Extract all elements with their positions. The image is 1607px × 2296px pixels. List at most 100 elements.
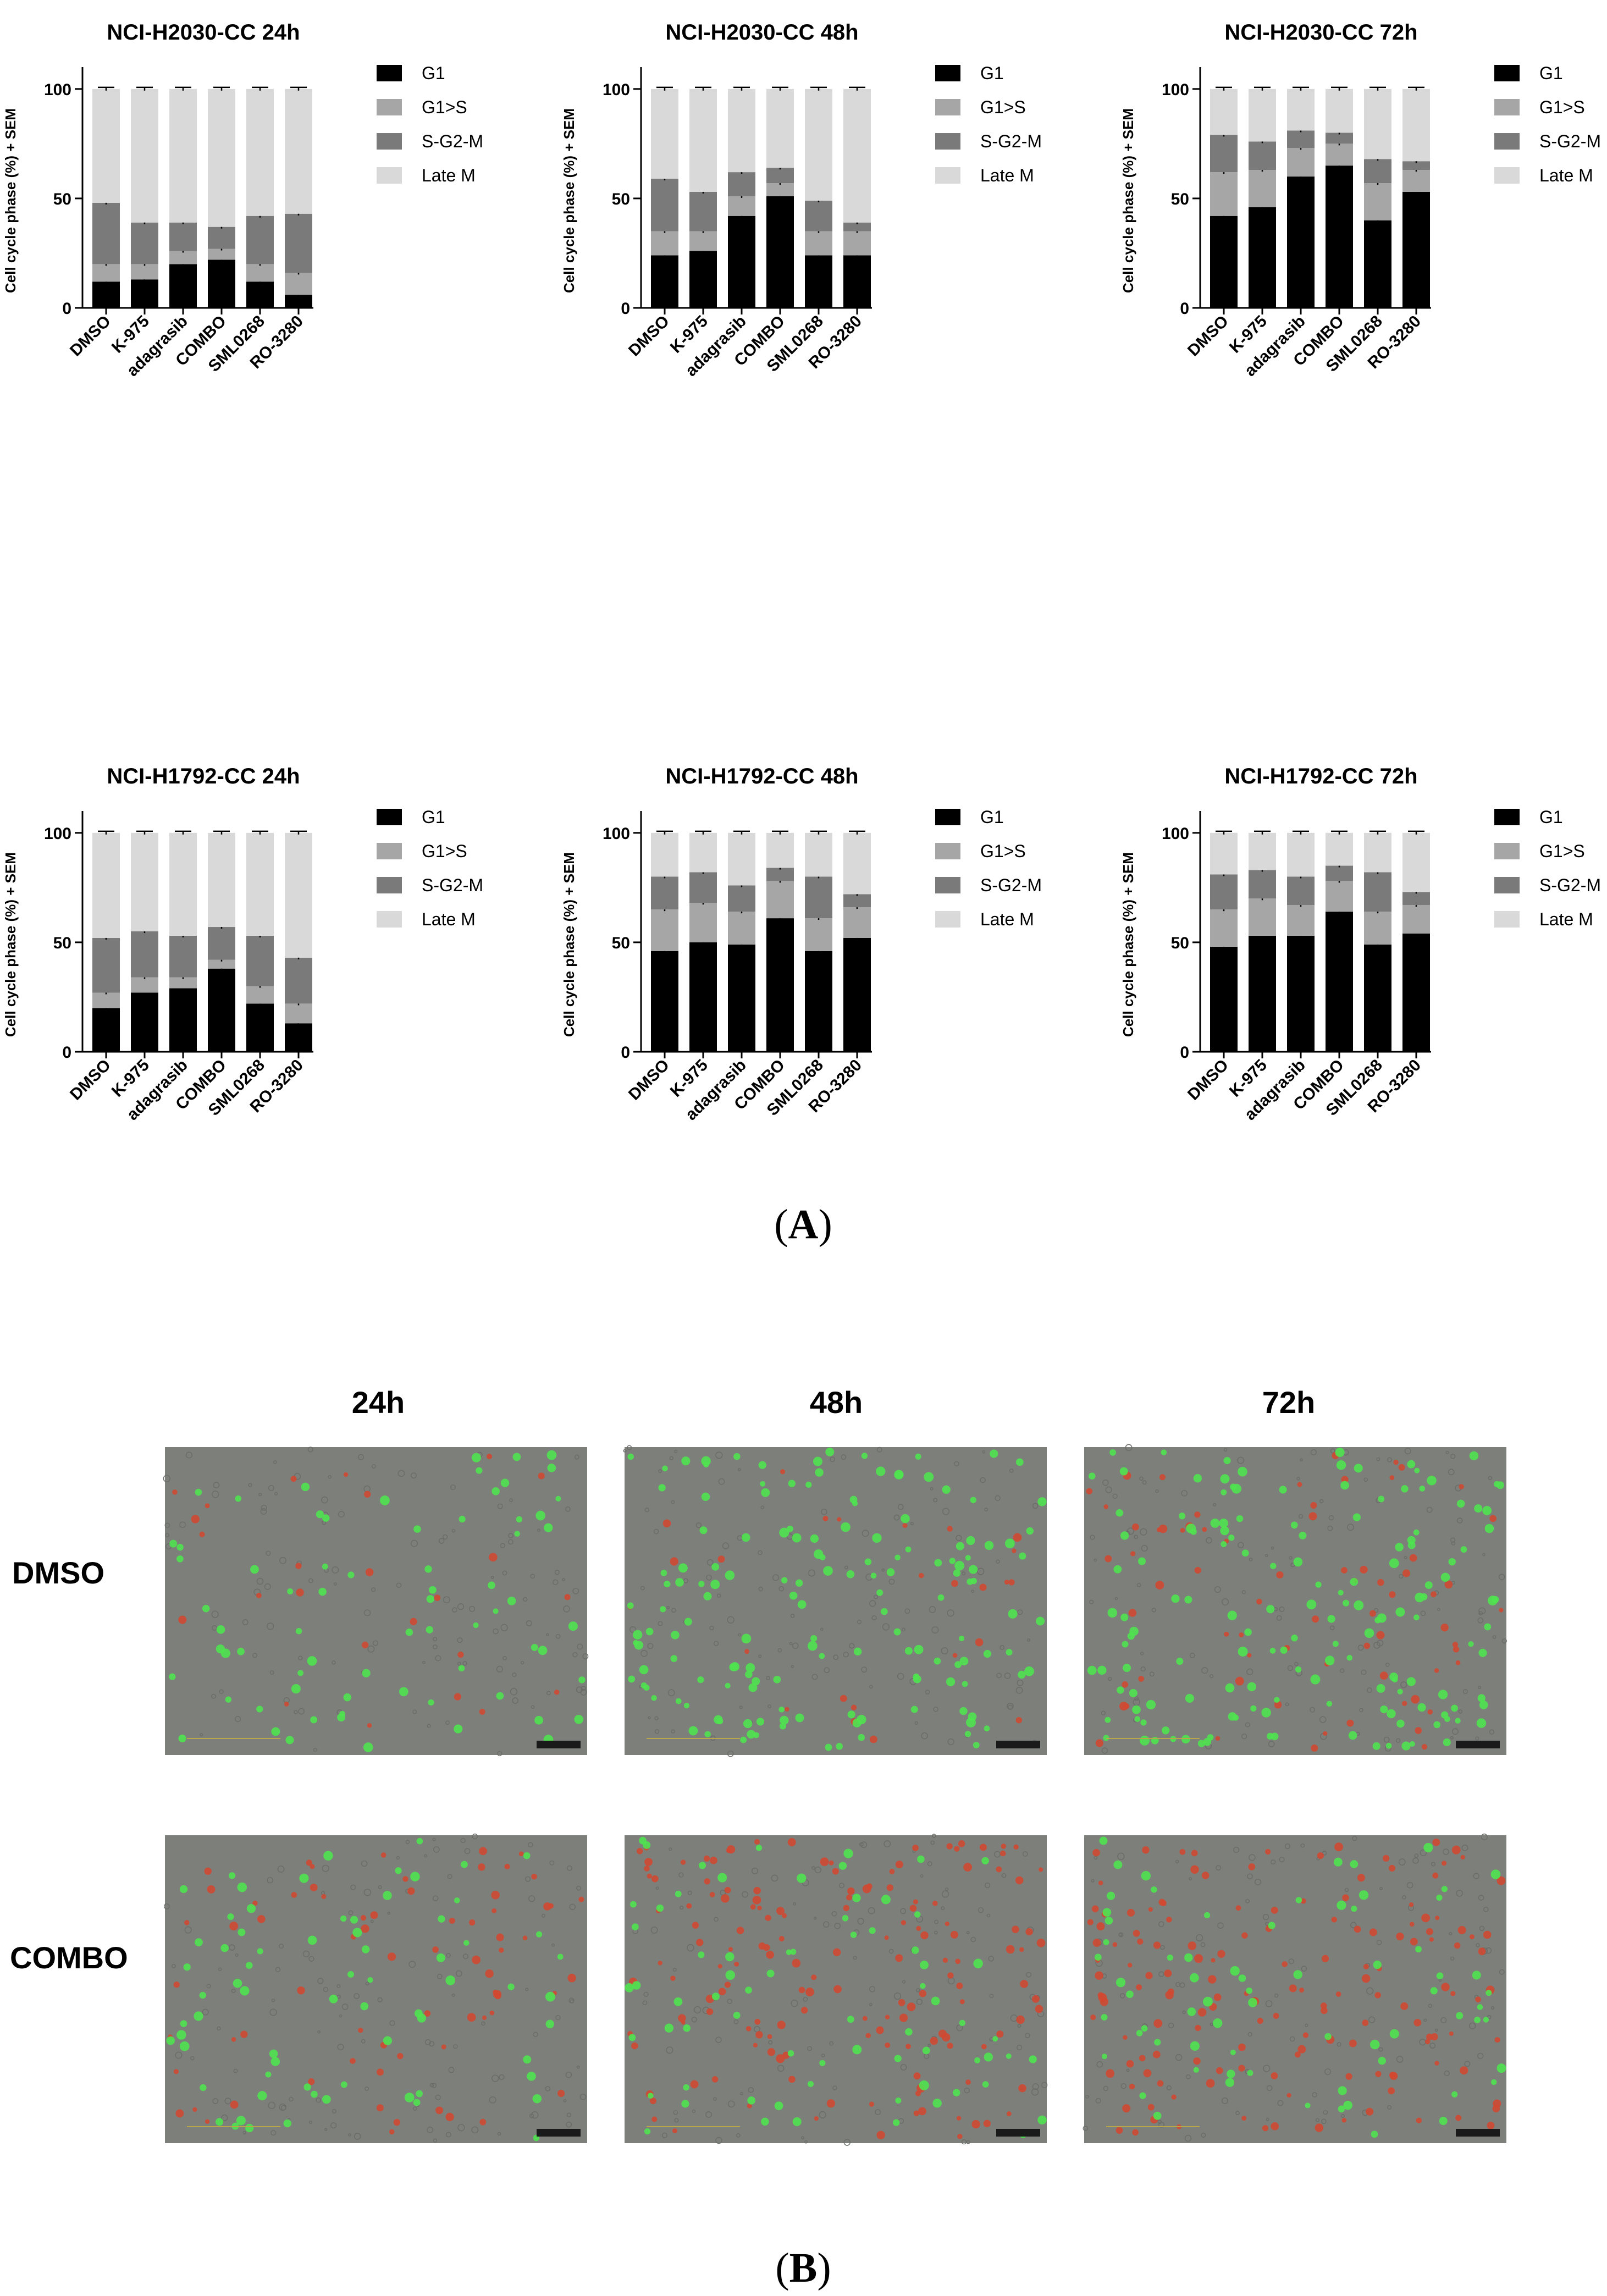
- legend-label: G1: [1539, 63, 1563, 83]
- live-cell: [257, 1948, 263, 1955]
- live-cell: [808, 1641, 818, 1651]
- debris: [184, 1926, 192, 1934]
- debris: [705, 2111, 712, 2118]
- dead-cell: [350, 2058, 356, 2064]
- dead-cell: [832, 1868, 839, 1875]
- bar-segment-g1s: [689, 231, 717, 251]
- dead-cell: [752, 1895, 761, 1905]
- debris: [405, 1840, 410, 1845]
- debris: [661, 2132, 668, 2138]
- live-cell: [574, 1714, 584, 1724]
- debris: [308, 1956, 314, 1962]
- live-cell: [228, 1872, 236, 1879]
- live-cell: [733, 1453, 741, 1460]
- debris: [1319, 1716, 1327, 1723]
- debris: [1101, 1747, 1108, 1754]
- debris: [280, 2105, 286, 2111]
- bar-segment-g1: [843, 255, 871, 308]
- live-cell: [1223, 1457, 1231, 1465]
- debris: [900, 2064, 907, 2071]
- dead-cell: [662, 1519, 671, 1528]
- debris: [497, 2132, 501, 2136]
- live-cell: [628, 1675, 636, 1683]
- live-cell: [965, 1555, 971, 1561]
- debris: [736, 2133, 741, 2138]
- debris: [849, 1643, 855, 1649]
- live-cell: [1123, 1664, 1131, 1673]
- dead-cell: [913, 2072, 921, 2080]
- live-cell: [1378, 1495, 1385, 1503]
- live-cell: [1136, 2030, 1143, 2036]
- dead-cell: [1132, 2129, 1139, 2136]
- live-cell: [555, 1495, 561, 1502]
- live-cell: [819, 2060, 826, 2066]
- debris: [269, 1670, 274, 1675]
- live-cell: [1140, 1719, 1147, 1726]
- micrograph-background: [1084, 1447, 1506, 1755]
- debris: [1158, 1921, 1164, 1927]
- debris: [289, 2096, 294, 2102]
- micrograph-stamp: [1456, 1741, 1500, 1748]
- live-cell: [701, 1456, 711, 1466]
- debris: [460, 1837, 466, 1844]
- debris: [921, 1732, 929, 1740]
- live-cell: [256, 1706, 263, 1713]
- live-cell: [459, 1515, 466, 1523]
- dead-cell: [1095, 1739, 1104, 1747]
- dead-cell: [1393, 1459, 1399, 1465]
- live-cell: [1095, 1953, 1102, 1961]
- debris: [172, 1964, 176, 1968]
- dead-cell: [205, 2119, 210, 2124]
- debris: [546, 1633, 549, 1637]
- live-cell: [983, 1649, 992, 1658]
- x-tick-label: DMSO: [67, 312, 114, 360]
- bar-segment-latem: [728, 832, 755, 886]
- debris: [1279, 1856, 1285, 1863]
- dead-cell: [297, 1986, 305, 1995]
- debris: [789, 1642, 793, 1646]
- live-cell: [1460, 1546, 1467, 1553]
- micrograph-dmso-72h: [1084, 1444, 1507, 1755]
- dead-cell: [865, 2033, 871, 2039]
- live-cell: [1247, 2069, 1253, 2076]
- bar-segment-sg2m: [169, 935, 197, 978]
- debris: [758, 1550, 763, 1555]
- live-cell: [461, 1861, 468, 1868]
- live-cell: [1397, 1688, 1403, 1695]
- legend-label: Late M: [1539, 165, 1593, 185]
- dead-cell: [753, 1886, 761, 1895]
- dead-cell: [1499, 1608, 1504, 1613]
- live-cell: [233, 1979, 242, 1988]
- live-cell: [1029, 2055, 1037, 2063]
- dead-cell: [710, 1856, 717, 1864]
- bar-segment-sg2m: [1287, 130, 1315, 148]
- live-cell: [656, 1904, 664, 1912]
- legend-label: S-G2-M: [422, 131, 483, 151]
- dead-cell: [800, 2007, 808, 2014]
- live-cell: [1491, 2079, 1497, 2085]
- bar-segment-sg2m: [843, 222, 871, 231]
- dead-cell: [518, 1851, 524, 1857]
- debris: [365, 1982, 369, 1986]
- debris: [1126, 2068, 1130, 2072]
- dead-cell: [1441, 1861, 1447, 1866]
- debris: [1368, 2016, 1376, 2023]
- dead-cell: [365, 1568, 374, 1576]
- live-cell: [428, 1586, 437, 1594]
- live-cell: [257, 2091, 267, 2101]
- bar-segment-g1s: [843, 231, 871, 256]
- debris: [496, 1665, 503, 1673]
- debris: [1289, 1556, 1293, 1560]
- debris: [1249, 1557, 1253, 1561]
- dead-cell: [434, 1594, 441, 1601]
- live-cell: [1119, 1467, 1128, 1476]
- live-cell: [531, 1643, 538, 1651]
- debris: [629, 1626, 637, 1633]
- live-cell: [1474, 1504, 1483, 1513]
- debris: [1175, 1859, 1179, 1864]
- live-cell: [876, 1589, 883, 1596]
- dead-cell: [1130, 1551, 1136, 1557]
- live-cell: [1109, 1449, 1116, 1456]
- live-cell: [671, 1630, 680, 1640]
- dead-cell: [758, 1942, 766, 1950]
